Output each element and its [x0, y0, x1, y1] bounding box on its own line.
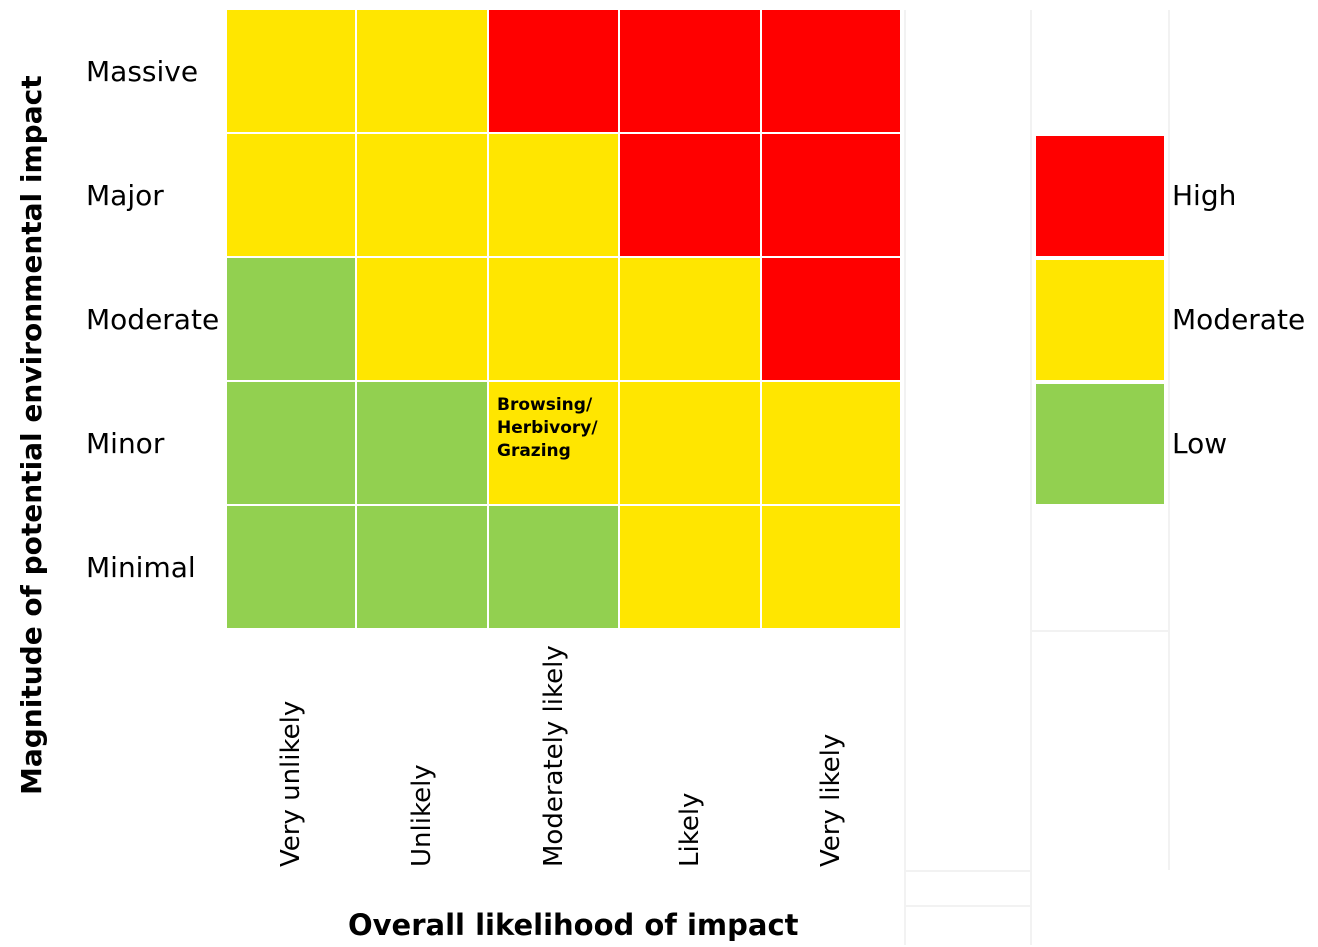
risk-cell-low — [357, 506, 487, 628]
risk-cell-moderate — [762, 506, 900, 628]
risk-cell-high — [762, 258, 900, 380]
faint-divider — [1168, 10, 1170, 870]
risk-cell-moderate — [620, 382, 760, 504]
risk-cell-moderate — [357, 134, 487, 256]
y-axis-label: Magnitude of potential environmental imp… — [15, 75, 48, 795]
risk-cell-low — [357, 382, 487, 504]
annotation-line: Browsing/ — [497, 395, 593, 415]
legend-swatch-moderate — [1036, 260, 1164, 380]
risk-cell-moderate — [357, 258, 487, 380]
legend-label: Moderate — [1172, 303, 1306, 336]
column-label: Very likely — [816, 733, 846, 867]
column-label: Moderately likely — [538, 645, 569, 867]
risk-cell-moderate — [489, 258, 618, 380]
risk-cell-moderate — [620, 258, 760, 380]
faint-divider — [1030, 10, 1032, 945]
risk-cell-moderate — [489, 134, 618, 256]
annotation-line: Herbivory/ — [497, 417, 598, 438]
risk-cell-moderate — [762, 382, 900, 504]
faint-divider — [904, 870, 1032, 872]
cell-annotation: Browsing/Herbivory/Grazing — [497, 394, 598, 463]
legend-swatch-low — [1036, 384, 1164, 504]
row-label: Massive — [86, 55, 199, 88]
risk-cell-moderate — [227, 10, 355, 132]
risk-cell-moderate — [620, 506, 760, 628]
risk-cell-low — [227, 506, 355, 628]
column-label: Likely — [675, 792, 705, 867]
risk-cell-high — [620, 134, 760, 256]
risk-cell-high — [762, 10, 900, 132]
x-axis-label: Overall likelihood of impact — [348, 908, 799, 942]
row-label: Minimal — [86, 551, 196, 584]
row-label: Major — [86, 179, 164, 212]
risk-cell-high — [620, 10, 760, 132]
risk-cell-moderate — [489, 382, 618, 504]
annotation-line: Grazing — [497, 440, 571, 461]
risk-cell-low — [489, 506, 618, 628]
legend-label: Low — [1172, 427, 1228, 460]
risk-cell-high — [489, 10, 618, 132]
faint-divider — [904, 10, 906, 945]
risk-cell-low — [227, 258, 355, 380]
column-label: Unlikely — [407, 764, 437, 867]
row-label: Minor — [86, 427, 165, 460]
legend-swatch-high — [1036, 136, 1164, 256]
risk-cell-low — [227, 382, 355, 504]
column-label: Very unlikely — [276, 700, 306, 867]
risk-cell-high — [762, 134, 900, 256]
risk-cell-moderate — [227, 134, 355, 256]
row-label: Moderate — [86, 303, 220, 336]
legend-label: High — [1172, 179, 1237, 212]
faint-divider — [1030, 630, 1170, 632]
risk-cell-moderate — [357, 10, 487, 132]
faint-divider — [904, 905, 1032, 907]
